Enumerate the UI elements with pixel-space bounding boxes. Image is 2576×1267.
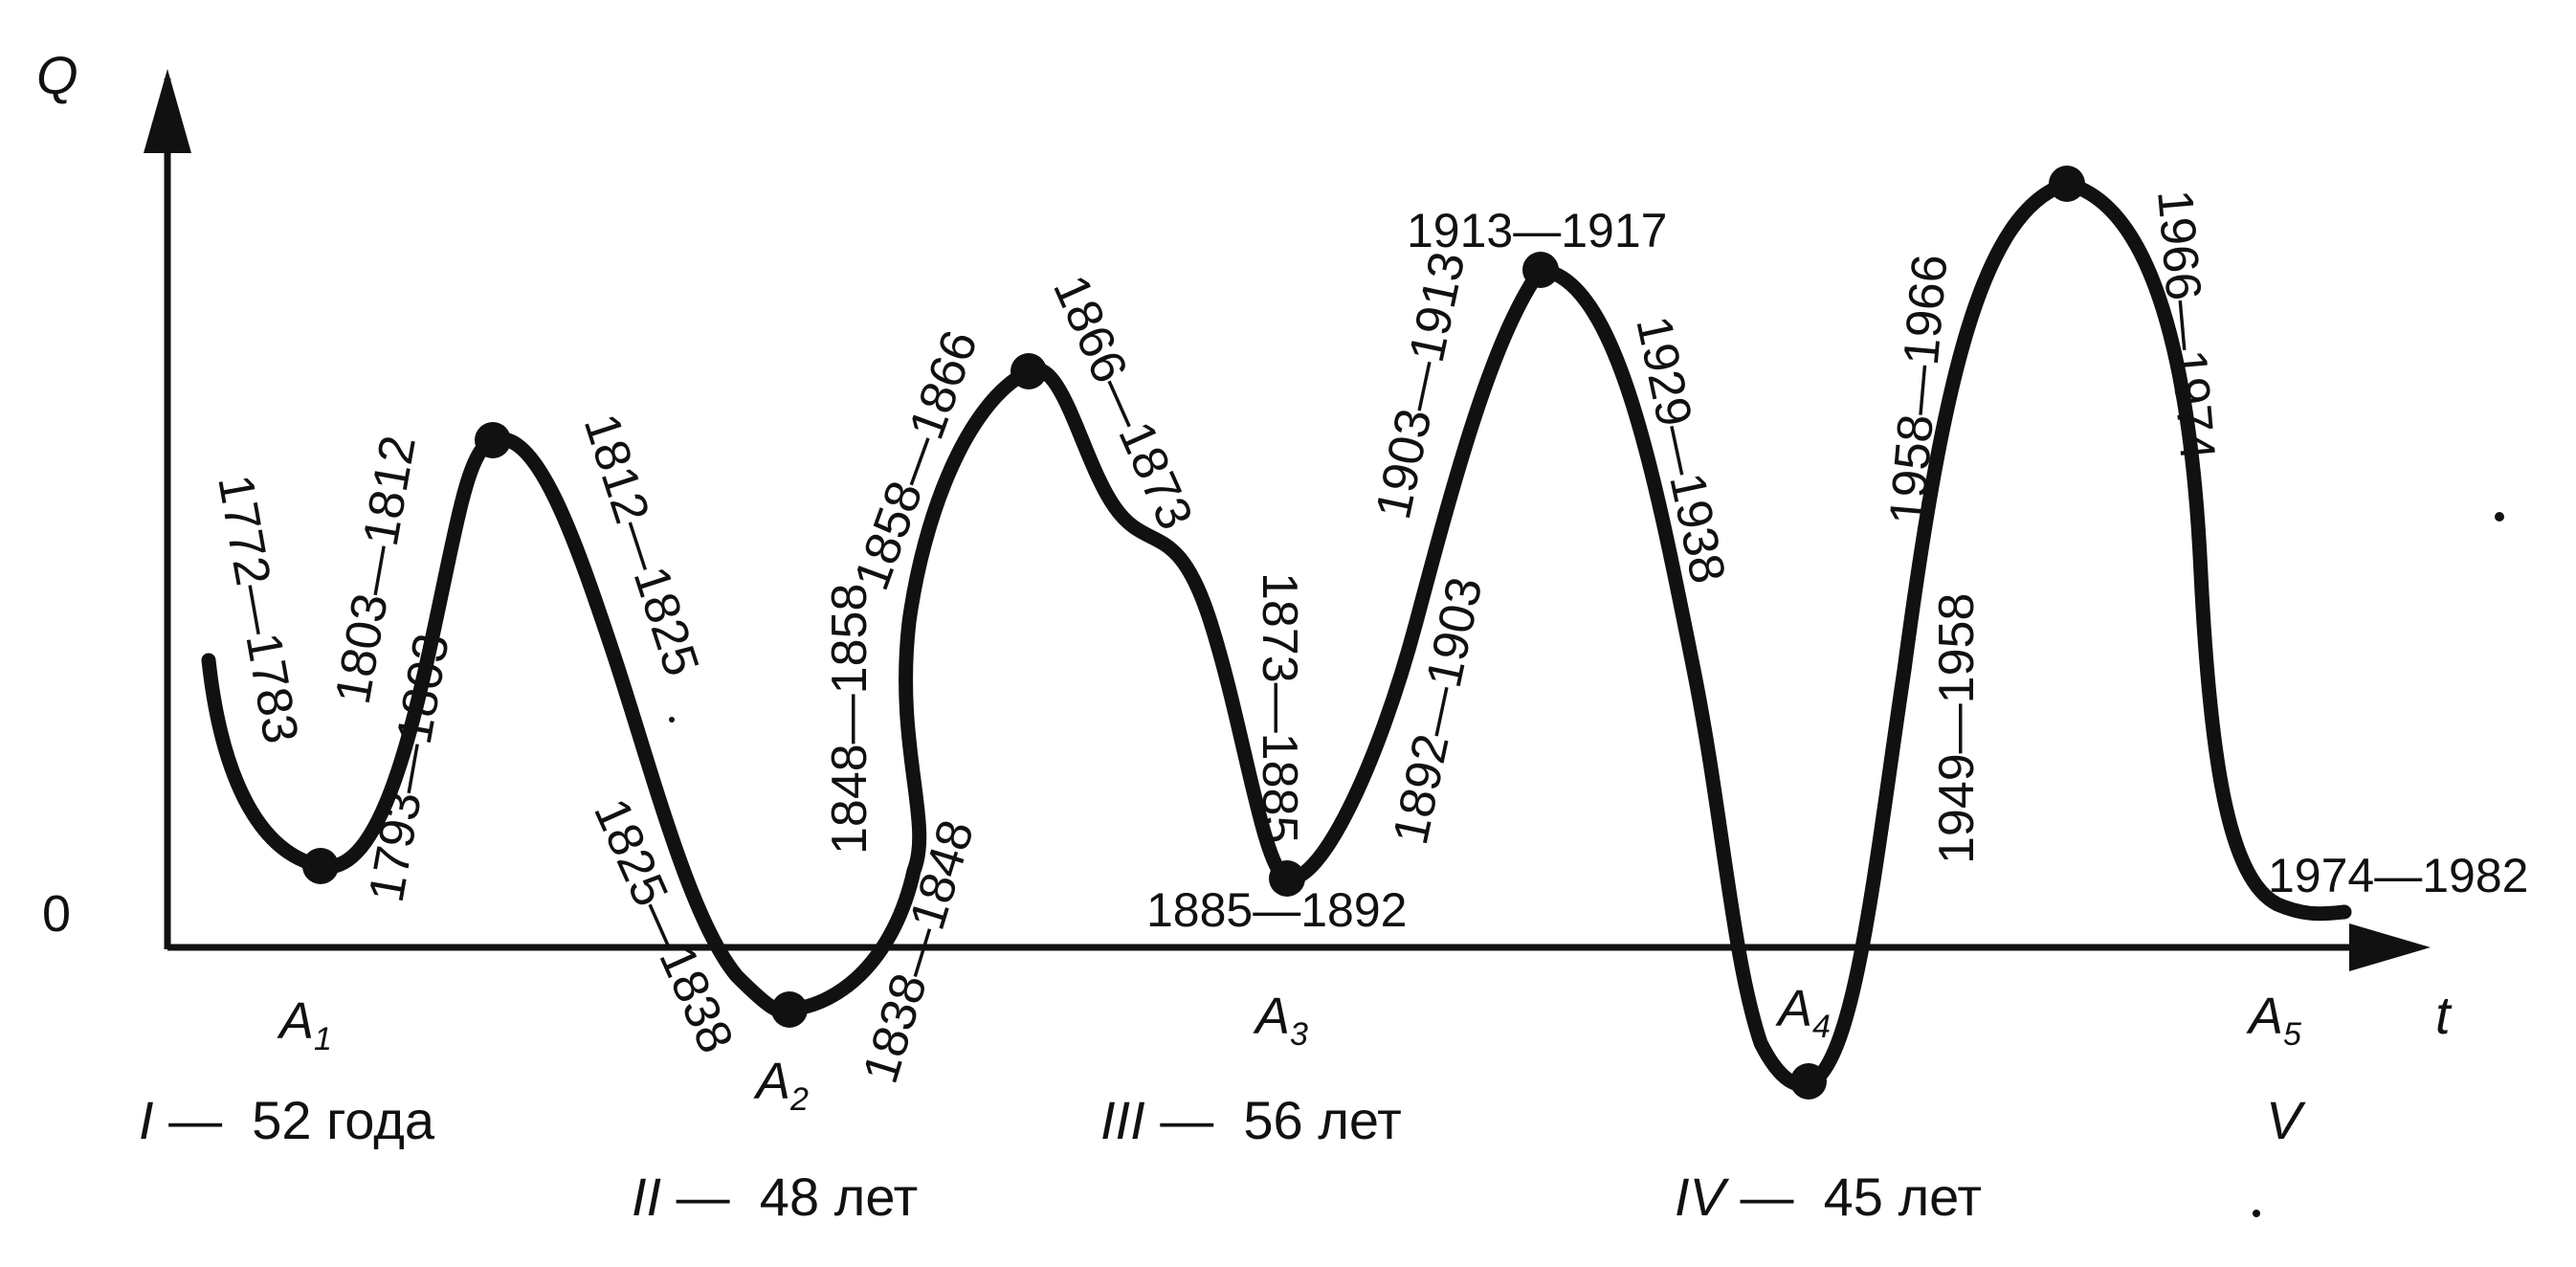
print-speck [2495,512,2504,522]
period-label: 1913—1917 [1407,204,1667,257]
y-axis-arrow [144,69,191,153]
cycle-label-5: V [2266,1090,2306,1150]
period-label: 1885—1892 [1146,883,1407,937]
period-label: 1949—1958 [1929,593,1985,864]
y-axis-label: Q [36,45,78,105]
wave-point [475,422,511,458]
x-axis-arrow [2349,923,2431,971]
period-label: 1848—1858 [822,584,877,855]
x-axis-label: t [2435,985,2453,1045]
wave-point [1010,353,1047,389]
point-label-a4: A4 [1775,980,1831,1045]
period-label: 1812—1825 [573,408,710,682]
point-label-a1: A1 [277,992,332,1057]
point-label-a5: A5 [2246,988,2301,1053]
wave-point [1522,252,1559,288]
period-label: 1958—1966 [1879,253,1958,527]
cycle-label-1: I — 52 года [139,1090,435,1150]
print-speck [669,717,675,722]
period-label: 1892—1903 [1383,572,1494,849]
period-label: 1873—1885 [1252,572,1307,843]
wave-point [1269,860,1305,897]
period-label: 1974—1982 [2268,849,2528,902]
period-label: 1966—1974 [2146,188,2225,462]
print-speck [2253,1210,2260,1217]
cycle-label-3: III — 56 лет [1100,1090,1402,1150]
wave-point [2049,166,2085,202]
wave-point [302,848,339,884]
wave-point [1790,1063,1827,1100]
cycle-label-2: II — 48 лет [632,1167,918,1227]
point-label-a2: A2 [753,1053,809,1118]
wave-curve [201,176,2352,1093]
cycle-label-4: IV — 45 лет [1675,1167,1982,1227]
origin-label: 0 [42,885,71,943]
wave-point [771,991,808,1028]
point-label-a3: A3 [1253,988,1308,1053]
